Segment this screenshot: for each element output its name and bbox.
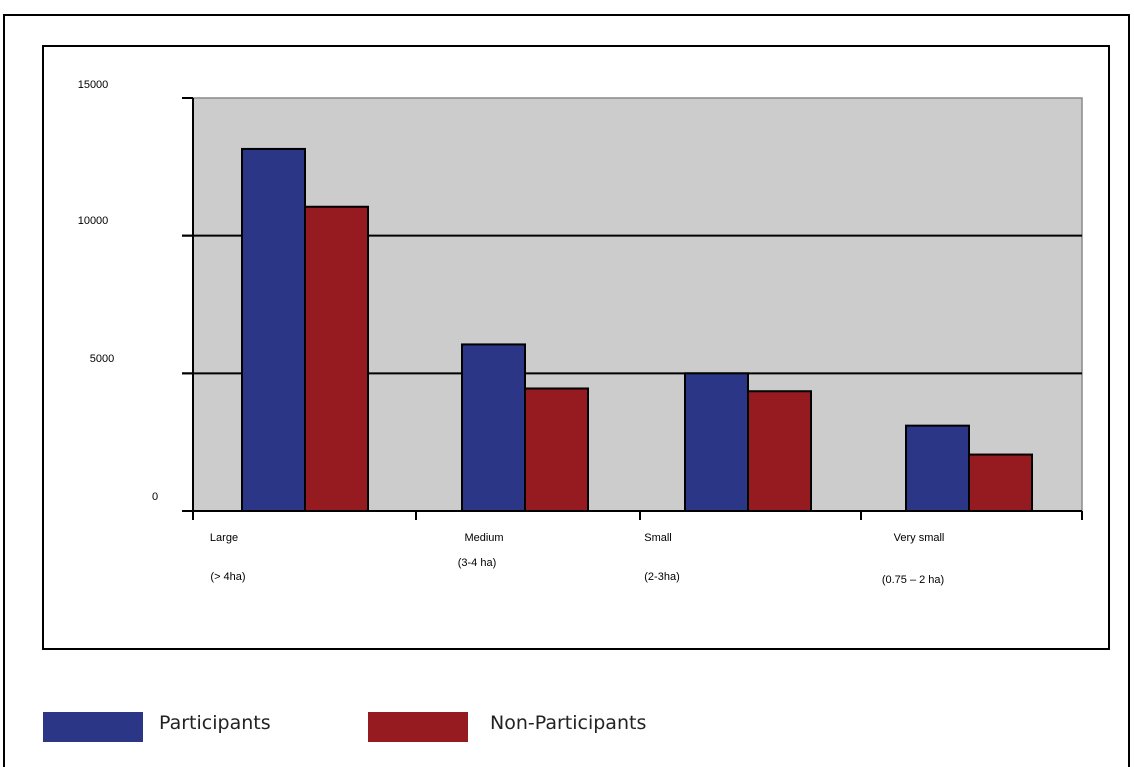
- bar-non-participants-small: [747, 390, 812, 513]
- x-tick-sublabel: (2-3ha): [644, 571, 679, 583]
- legend-swatch-participants: [43, 712, 143, 742]
- y-tick-label: 0: [152, 491, 158, 503]
- chart-frame: [42, 45, 1110, 650]
- bar-non-participants-medium: [524, 387, 589, 512]
- bar-participants-medium: [461, 343, 526, 512]
- legend-label-non-participants: Non-Participants: [490, 712, 647, 734]
- y-tick-label: 5000: [90, 353, 114, 365]
- x-tick-label: Small: [644, 532, 672, 544]
- y-tick-label: 10000: [78, 215, 109, 227]
- bar-chart: 0 5000 10000 15000 Large (> 4ha) Medium (3-4 ha…: [78, 79, 1083, 586]
- bar-participants-very-small: [905, 424, 970, 512]
- legend-swatch-non-participants: [368, 712, 468, 742]
- bar-participants-large: [241, 147, 306, 512]
- legend: Participants Non-Participants: [0, 700, 1134, 760]
- bar-participants-small: [684, 372, 749, 513]
- x-tick-sublabel: (3-4 ha): [458, 557, 497, 569]
- x-tick-label: Very small: [894, 532, 945, 544]
- x-tick-sublabel: (> 4ha): [210, 571, 245, 583]
- x-tick-sublabel: (0.75 – 2 ha): [882, 574, 944, 586]
- x-tick-label: Medium: [464, 532, 503, 544]
- legend-label-participants: Participants: [159, 712, 271, 734]
- y-tick-label: 15000: [78, 79, 109, 91]
- x-tick-label: Large: [210, 532, 238, 544]
- legend-item-non-participants: Non-Participants: [368, 712, 646, 742]
- legend-item-participants: Participants: [43, 712, 271, 742]
- bar-non-participants-very-small: [968, 453, 1033, 513]
- outer-frame: [3, 14, 1130, 767]
- bar-non-participants-large: [304, 205, 369, 513]
